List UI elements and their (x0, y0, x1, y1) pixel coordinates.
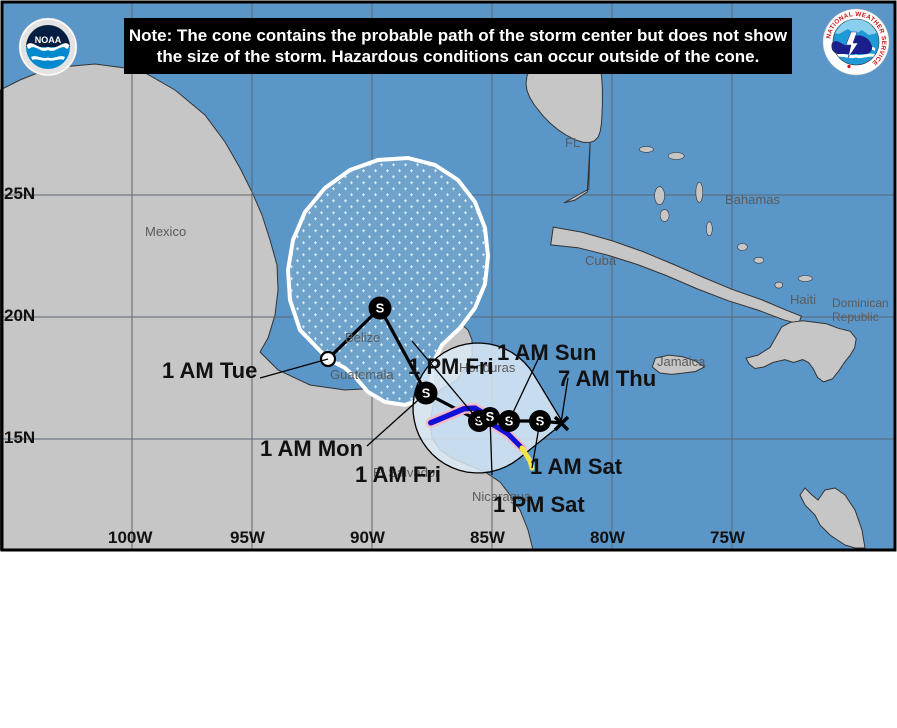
svg-text:S: S (376, 301, 385, 316)
svg-text:NOAA: NOAA (35, 35, 62, 45)
svg-text:S: S (422, 386, 431, 401)
svg-text:S: S (536, 414, 545, 429)
